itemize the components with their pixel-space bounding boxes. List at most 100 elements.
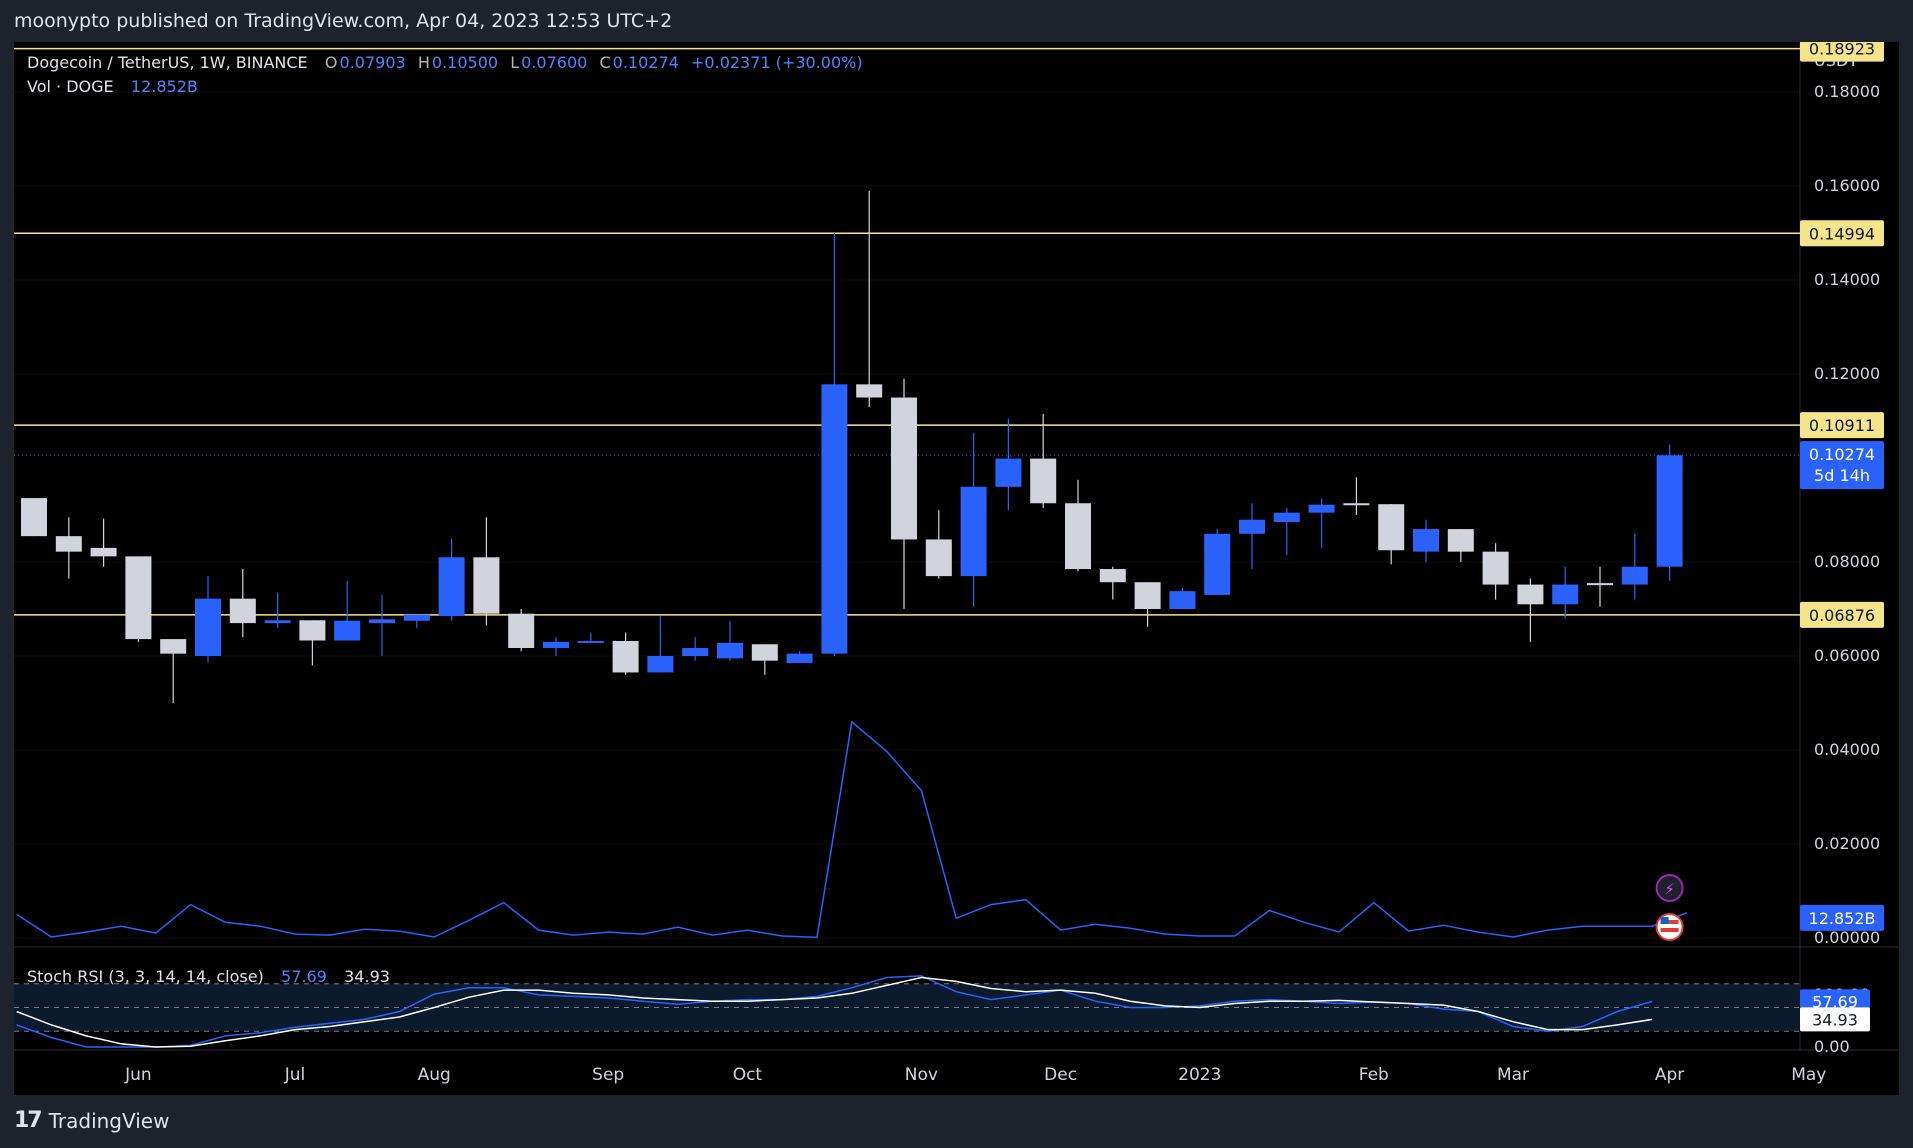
candle-body [1169, 591, 1196, 609]
x-tick-label: Sep [592, 1065, 624, 1085]
candle-body [1587, 583, 1613, 586]
candle-body [891, 397, 917, 540]
volume-value: 12.852B [130, 77, 198, 96]
open-label: O [324, 53, 338, 72]
candle-body [1099, 569, 1126, 583]
candle-body [55, 536, 82, 552]
candle-body [1273, 512, 1300, 523]
high-value: 0.10500 [431, 53, 499, 72]
candle-body [1413, 529, 1439, 552]
candle-body [1621, 566, 1648, 585]
candle-body [1030, 458, 1057, 504]
x-tick-label: Jun [124, 1065, 152, 1085]
level-price-tag [1800, 220, 1884, 247]
volume-legend: Vol · DOGE 12.852B [27, 77, 200, 96]
candle-body [1134, 582, 1161, 609]
chart-frame[interactable]: 0.18000 0.16000 0.14000 0.12000 0.08000 0.060… [14, 42, 1899, 1095]
level-price-label: 0.14994 [1809, 224, 1875, 243]
lightning-icon: ⚡ [1664, 880, 1675, 898]
chart-canvas[interactable]: 0.18000 0.16000 0.14000 0.12000 0.08000 0.060… [14, 42, 1899, 1095]
candle-body [821, 384, 848, 654]
candle-body [682, 648, 709, 656]
rsi-d-line [16, 976, 1653, 1048]
publish-header: moonypto published on TradingView.com, A… [14, 10, 673, 32]
candle-body [90, 547, 117, 557]
low-value: 0.07600 [521, 53, 588, 72]
x-tick-label: Oct [733, 1065, 763, 1085]
candle-body [577, 640, 604, 643]
level-price-label: 0.18923 [1809, 42, 1875, 59]
candle-body [925, 539, 952, 577]
volume-label[interactable]: Vol · DOGE [27, 77, 114, 96]
rsi-d-value: 34.93 [344, 967, 390, 986]
tradingview-logo: 17 [14, 1108, 43, 1133]
candle-body [751, 644, 778, 661]
rsi-legend: Stoch RSI (3, 3, 14, 14, close) 57.69 34… [27, 967, 392, 986]
rsi-y-tick-label: 0.00 [1814, 1037, 1850, 1056]
footer-brand[interactable]: 17 TradingView [14, 1108, 169, 1133]
flag-stripe [1660, 928, 1679, 932]
rsi-label[interactable]: Stoch RSI (3, 3, 14, 14, close) [27, 967, 264, 986]
candle-body [299, 620, 326, 641]
x-tick-label: Aug [418, 1065, 451, 1085]
alert-icon [1655, 874, 1684, 902]
volume-price-tag [1800, 904, 1884, 931]
candle-body [543, 641, 569, 649]
y-tick-label: 0.06000 [1814, 646, 1880, 665]
candle-body [1378, 504, 1405, 551]
rsi-d-tag [1800, 1007, 1870, 1032]
candle-body [995, 458, 1022, 487]
candle-body [786, 653, 813, 664]
candle-body [1308, 504, 1335, 513]
low-label: L [510, 53, 520, 72]
x-tick-label: May [1791, 1065, 1826, 1085]
candle-body [717, 642, 743, 659]
candle-body [1204, 533, 1231, 595]
rsi-k-tag-label: 57.69 [1812, 992, 1858, 1011]
y-tick-label: 0.12000 [1814, 364, 1880, 383]
candle-body [1343, 503, 1370, 506]
candle-body [334, 620, 361, 641]
volume-line [16, 720, 1688, 939]
candle-body [1447, 529, 1474, 552]
x-tick-label: Jul [284, 1065, 306, 1085]
y-tick-label: 0.02000 [1814, 834, 1880, 853]
chart-background [14, 42, 1899, 1095]
candle-body [21, 498, 47, 537]
candle-body [1239, 519, 1265, 534]
rsi-k-value: 57.69 [281, 967, 327, 986]
tradingview-brand-text: TradingView [48, 1108, 170, 1133]
level-price-tag [1800, 601, 1884, 628]
candle-body [229, 598, 256, 624]
level-price-tag [1800, 42, 1884, 62]
candle-body [1552, 584, 1579, 605]
candle-body [960, 486, 987, 577]
flag-stripe [1660, 920, 1679, 924]
change-value: +0.02371 (+30.00%) [691, 53, 863, 72]
us-flag-icon [1655, 913, 1684, 941]
symbol-title[interactable]: Dogecoin / TetherUS, 1W, BINANCE [27, 53, 308, 72]
y-tick-label: 0.16000 [1814, 176, 1880, 195]
high-label: H [417, 53, 430, 72]
open-value: 0.07903 [339, 53, 406, 72]
rsi-d-tag-label: 34.93 [1812, 1010, 1858, 1029]
x-tick-label: Feb [1359, 1065, 1389, 1085]
price-legend: Dogecoin / TetherUS, 1W, BINANCE O 0.0790… [27, 53, 865, 72]
current-price-label: 0.10274 [1809, 445, 1875, 464]
candle-body [612, 640, 639, 673]
candle-body [195, 598, 221, 656]
current-price-tag [1800, 441, 1884, 490]
y-tick-label: 0.18000 [1814, 82, 1880, 101]
volume-tag-label: 12.852B [1809, 909, 1876, 928]
candle-body [473, 557, 500, 614]
countdown-label: 5d 14h [1814, 466, 1870, 485]
candle-body [1482, 551, 1509, 585]
candle-body [160, 639, 187, 654]
y-tick-label: 0.00000 [1814, 928, 1880, 947]
x-tick-label: 2023 [1178, 1065, 1221, 1085]
candle-body [1517, 584, 1544, 605]
candle-body [125, 556, 152, 640]
y-tick-label: 0.08000 [1814, 552, 1880, 571]
y-tick-label: 0.04000 [1814, 740, 1880, 759]
candle-body [403, 614, 430, 621]
